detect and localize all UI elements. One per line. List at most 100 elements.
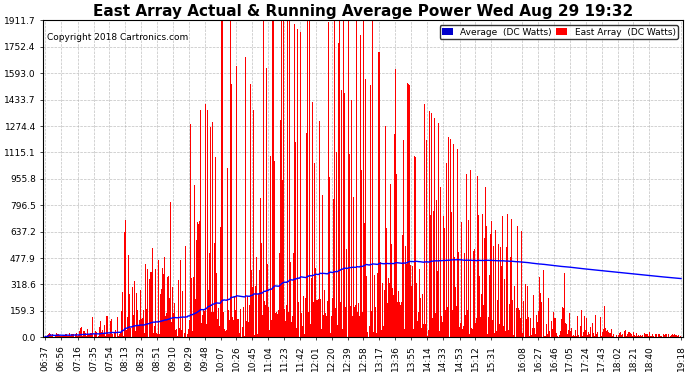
Bar bbox=[244, 336, 245, 338]
Bar bbox=[136, 292, 137, 338]
Bar bbox=[313, 303, 314, 338]
Bar bbox=[539, 333, 540, 338]
Bar bbox=[593, 336, 595, 338]
Text: Copyright 2018 Cartronics.com: Copyright 2018 Cartronics.com bbox=[47, 33, 188, 42]
Bar bbox=[65, 334, 66, 338]
Bar bbox=[603, 329, 604, 338]
Bar bbox=[619, 333, 620, 338]
Bar bbox=[117, 317, 118, 338]
Bar bbox=[191, 278, 192, 338]
Bar bbox=[196, 240, 197, 338]
Bar bbox=[527, 286, 528, 338]
Bar bbox=[164, 257, 165, 338]
Bar bbox=[549, 331, 550, 338]
Bar bbox=[150, 272, 151, 338]
Bar bbox=[165, 316, 166, 338]
Bar bbox=[55, 334, 56, 338]
Bar bbox=[634, 335, 635, 338]
Bar bbox=[315, 268, 316, 338]
Bar bbox=[406, 82, 407, 338]
Bar bbox=[474, 249, 475, 338]
Bar bbox=[497, 251, 498, 338]
Bar bbox=[250, 84, 251, 338]
Bar bbox=[494, 333, 495, 338]
Bar bbox=[312, 102, 313, 338]
Bar bbox=[89, 334, 90, 338]
Bar bbox=[231, 84, 232, 338]
Bar bbox=[130, 328, 131, 338]
Bar bbox=[256, 257, 257, 338]
Bar bbox=[655, 334, 656, 338]
Bar bbox=[506, 247, 507, 338]
Legend: Average  (DC Watts), East Array  (DC Watts): Average (DC Watts), East Array (DC Watts… bbox=[440, 25, 678, 39]
Bar bbox=[489, 275, 490, 338]
Bar bbox=[304, 328, 306, 338]
Bar bbox=[252, 287, 253, 338]
Bar bbox=[173, 312, 174, 338]
Bar bbox=[184, 333, 185, 338]
Bar bbox=[652, 334, 653, 338]
Bar bbox=[481, 294, 482, 338]
Bar bbox=[642, 334, 643, 338]
Bar bbox=[531, 335, 532, 338]
Bar bbox=[205, 104, 206, 338]
Bar bbox=[286, 305, 287, 338]
Bar bbox=[454, 257, 455, 338]
Bar bbox=[524, 337, 525, 338]
Bar bbox=[49, 333, 50, 338]
Bar bbox=[525, 285, 526, 338]
Bar bbox=[51, 336, 52, 338]
Bar bbox=[450, 139, 451, 338]
Bar bbox=[80, 328, 81, 338]
Bar bbox=[350, 306, 351, 338]
Bar bbox=[581, 310, 582, 338]
Bar bbox=[580, 326, 581, 338]
Bar bbox=[60, 336, 61, 338]
Bar bbox=[553, 304, 555, 338]
Bar bbox=[394, 135, 395, 338]
Bar bbox=[663, 334, 664, 338]
Bar bbox=[453, 144, 454, 338]
Bar bbox=[160, 294, 161, 338]
Bar bbox=[589, 294, 591, 338]
Bar bbox=[513, 298, 514, 338]
Bar bbox=[108, 334, 109, 338]
Bar bbox=[284, 204, 286, 338]
Bar bbox=[174, 303, 175, 338]
Bar bbox=[367, 332, 368, 338]
Bar bbox=[382, 283, 383, 338]
Bar bbox=[571, 327, 572, 338]
Bar bbox=[233, 150, 235, 338]
Bar bbox=[380, 262, 381, 338]
Bar bbox=[399, 302, 400, 338]
Bar bbox=[362, 312, 363, 338]
Bar bbox=[511, 219, 512, 338]
Bar bbox=[618, 335, 619, 338]
Bar bbox=[209, 253, 210, 338]
Bar bbox=[128, 255, 129, 338]
Bar bbox=[261, 243, 262, 338]
Bar bbox=[379, 53, 380, 338]
Bar bbox=[526, 319, 527, 338]
Bar bbox=[377, 273, 378, 338]
Bar bbox=[237, 319, 238, 338]
Bar bbox=[169, 298, 170, 338]
Bar bbox=[120, 333, 121, 338]
Bar bbox=[66, 334, 67, 338]
Bar bbox=[278, 309, 279, 338]
Bar bbox=[110, 320, 112, 338]
Bar bbox=[277, 314, 278, 338]
Bar bbox=[147, 301, 148, 338]
Bar bbox=[197, 178, 199, 338]
Bar bbox=[416, 283, 417, 338]
Bar bbox=[624, 336, 626, 338]
Bar bbox=[378, 52, 379, 338]
Bar bbox=[344, 93, 345, 338]
Bar bbox=[306, 133, 307, 338]
Bar bbox=[632, 336, 633, 338]
Bar bbox=[211, 312, 212, 338]
Bar bbox=[577, 316, 578, 338]
Bar bbox=[518, 334, 520, 338]
Bar bbox=[216, 273, 217, 338]
Bar bbox=[424, 104, 425, 338]
